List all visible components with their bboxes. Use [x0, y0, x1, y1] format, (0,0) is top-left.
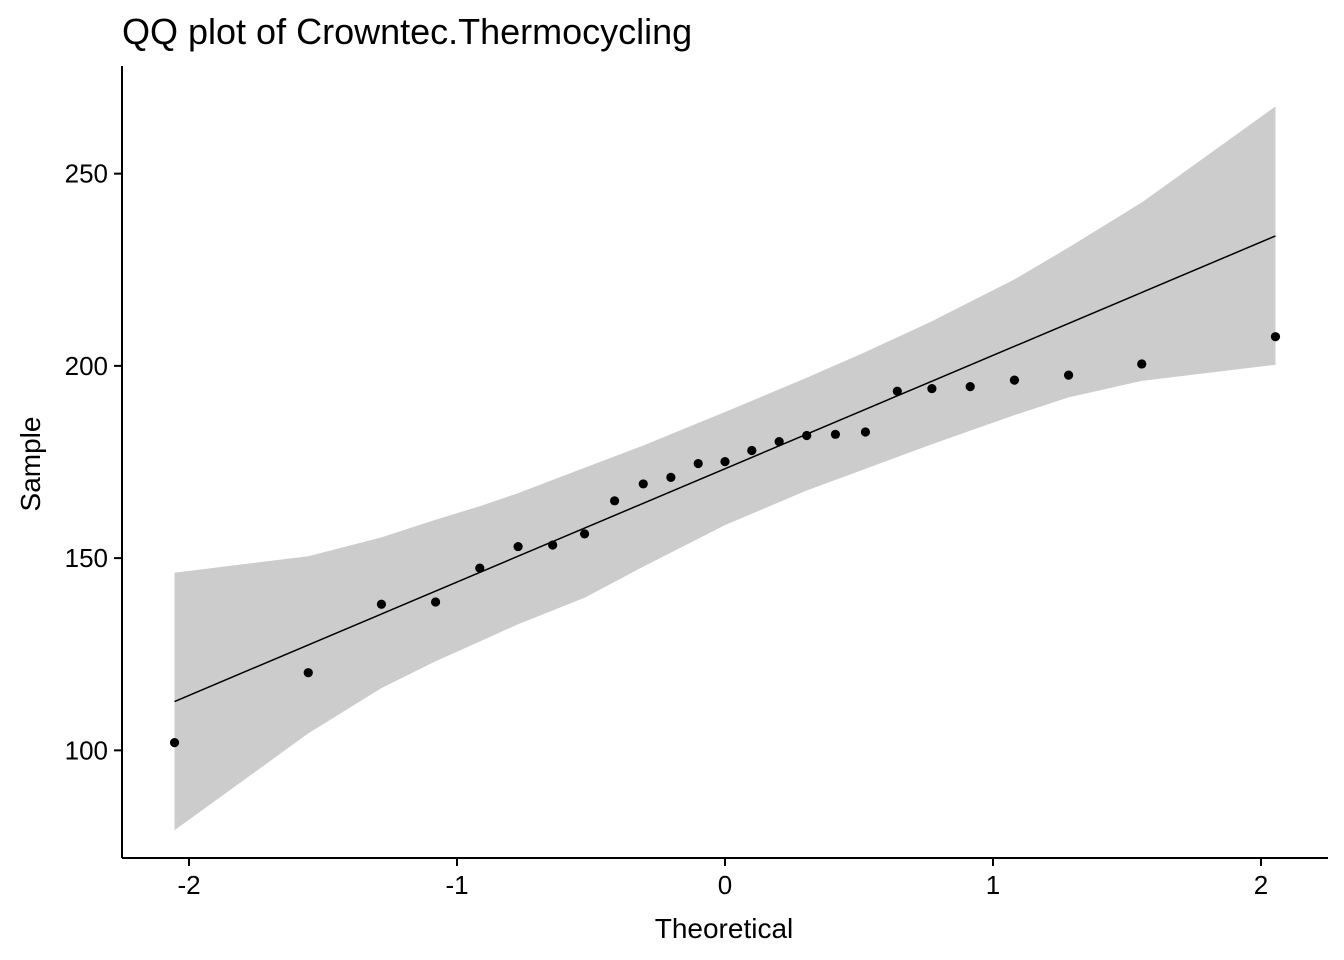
data-point — [830, 429, 841, 439]
data-point — [747, 445, 757, 456]
data-point — [169, 738, 180, 748]
y-tick-label: 250 — [65, 159, 108, 189]
x-tick-label: -2 — [177, 870, 200, 900]
axes: -2 -1 0 1 2 100 150 200 250 — [65, 66, 1328, 900]
data-point — [1063, 370, 1074, 380]
x-tick-label: 2 — [1254, 870, 1268, 900]
data-point — [1137, 359, 1147, 369]
data-point — [892, 386, 902, 396]
data-point — [303, 668, 313, 678]
data-point — [774, 437, 784, 447]
y-tick-label: 100 — [65, 735, 108, 765]
data-point — [430, 597, 441, 607]
data-point — [802, 430, 812, 441]
y-tick-label: 200 — [65, 351, 108, 381]
data-point — [1270, 332, 1281, 342]
plot-area — [169, 106, 1281, 831]
x-tick-label: 0 — [718, 870, 732, 900]
x-tick-label: 1 — [986, 870, 1000, 900]
data-point — [1009, 375, 1020, 385]
data-point — [666, 472, 676, 482]
data-point — [638, 479, 648, 489]
x-axis-title: Theoretical — [655, 913, 794, 944]
data-point — [609, 496, 620, 506]
data-point — [965, 382, 975, 392]
data-point — [720, 457, 730, 467]
data-point — [927, 383, 937, 394]
y-tick-label: 150 — [65, 543, 108, 573]
data-point — [579, 529, 590, 539]
y-axis-title: Sample — [15, 417, 46, 512]
data-point — [860, 427, 871, 437]
chart-title: QQ plot of Crowntec.Thermocycling — [122, 11, 692, 52]
data-point — [475, 563, 485, 573]
data-point — [693, 458, 703, 469]
reference-line — [174, 235, 1276, 703]
data-point — [513, 541, 523, 552]
data-point — [376, 599, 387, 609]
data-point — [548, 540, 558, 550]
x-tick-label: -1 — [445, 870, 468, 900]
